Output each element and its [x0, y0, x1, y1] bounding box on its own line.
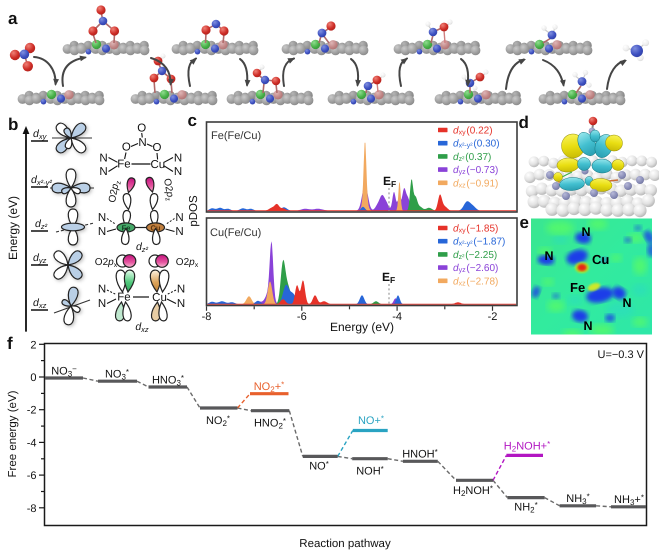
svg-text:dxy: dxy — [33, 128, 48, 141]
svg-text:N: N — [581, 225, 590, 239]
svg-text:dz²: dz² — [35, 218, 48, 231]
svg-text:a: a — [8, 9, 18, 28]
svg-text:NH3*: NH3* — [566, 492, 589, 506]
svg-text:Cu: Cu — [592, 252, 609, 267]
svg-text:Fe: Fe — [570, 280, 585, 295]
svg-text:Fe(Fe/Cu): Fe(Fe/Cu) — [211, 130, 261, 142]
svg-text:2: 2 — [30, 339, 36, 351]
svg-text:dxz (−0.91): dxz (−0.91) — [453, 178, 498, 189]
svg-text:NO2*: NO2* — [206, 414, 230, 428]
svg-text:dx²-y² (−1.87): dx²-y² (−1.87) — [453, 237, 505, 248]
svg-text:H2NOH*: H2NOH* — [453, 484, 493, 498]
svg-text:-6: -6 — [27, 470, 37, 482]
svg-text:dx²-y² (0.30): dx²-y² (0.30) — [453, 139, 500, 150]
svg-text:N: N — [174, 153, 182, 165]
svg-text:dyz: dyz — [33, 252, 47, 265]
svg-text:-8: -8 — [202, 311, 212, 323]
svg-text:dxy (0.22): dxy (0.22) — [453, 126, 493, 137]
svg-text:N: N — [138, 137, 146, 149]
svg-text:Reaction pathway: Reaction pathway — [299, 538, 391, 550]
svg-text:HNO2*: HNO2* — [254, 416, 286, 430]
svg-text:NOH*: NOH* — [356, 464, 384, 477]
svg-text:N: N — [98, 212, 106, 224]
svg-text:O: O — [153, 142, 162, 154]
svg-text:-4: -4 — [27, 437, 37, 449]
svg-text:Cu(Fe/Cu): Cu(Fe/Cu) — [210, 227, 261, 239]
svg-text:N: N — [622, 296, 631, 310]
svg-text:dyz (−0.73): dyz (−0.73) — [453, 165, 498, 176]
svg-text:O2px: O2px — [176, 257, 199, 269]
svg-text:dxz: dxz — [33, 297, 47, 310]
svg-text:dxz (−2.78): dxz (−2.78) — [453, 276, 498, 287]
svg-text:N: N — [98, 284, 106, 296]
svg-text:NH2*: NH2* — [514, 500, 537, 514]
svg-text:-4: -4 — [392, 311, 402, 323]
svg-text:-2: -2 — [488, 311, 498, 323]
svg-text:N: N — [99, 166, 107, 178]
svg-text:pDOS: pDOS — [188, 195, 200, 227]
svg-text:O: O — [137, 123, 146, 135]
svg-text:NO3−: NO3− — [51, 364, 77, 378]
svg-text:HNOH*: HNOH* — [402, 447, 438, 460]
svg-text:N: N — [544, 249, 553, 263]
svg-text:Cu: Cu — [152, 292, 167, 304]
svg-text:Energy (eV): Energy (eV) — [6, 196, 20, 260]
svg-text:f: f — [7, 334, 13, 353]
svg-text:Fe: Fe — [117, 292, 130, 304]
svg-text:dz² (0.37): dz² (0.37) — [453, 152, 491, 163]
svg-text:O2px: O2px — [95, 257, 118, 269]
svg-text:O2pz: O2pz — [160, 178, 176, 203]
svg-text:NH3+*: NH3+* — [614, 493, 644, 507]
svg-text:dxy (−1.85): dxy (−1.85) — [453, 224, 498, 235]
svg-text:dz² (−2.25): dz² (−2.25) — [453, 250, 497, 261]
svg-text:N: N — [98, 226, 106, 238]
svg-text:b: b — [8, 115, 18, 134]
svg-text:NO2+*: NO2+* — [254, 380, 285, 394]
svg-text:NO3*: NO3* — [105, 367, 129, 381]
svg-text:N: N — [174, 166, 182, 178]
svg-text:e: e — [520, 213, 529, 232]
svg-text:O: O — [122, 142, 131, 154]
svg-text:N: N — [98, 298, 106, 310]
svg-text:N: N — [583, 319, 592, 333]
svg-text:dyz (−2.60): dyz (−2.60) — [453, 263, 498, 274]
svg-text:HNO3*: HNO3* — [152, 373, 184, 387]
svg-text:NO+*: NO+* — [358, 414, 384, 427]
svg-text:N: N — [175, 212, 183, 224]
svg-text:O2pz: O2pz — [107, 179, 123, 204]
svg-text:c: c — [188, 111, 197, 130]
svg-text:-6: -6 — [297, 311, 307, 323]
svg-text:N: N — [175, 226, 183, 238]
svg-text:0: 0 — [30, 372, 36, 384]
svg-text:N: N — [177, 284, 185, 296]
svg-text:NO*: NO* — [309, 459, 329, 472]
svg-text:Fe: Fe — [117, 159, 130, 171]
svg-text:-2: -2 — [27, 405, 37, 417]
svg-text:N: N — [177, 298, 185, 310]
svg-text:-8: -8 — [27, 503, 37, 515]
svg-text:U=−0.3 V: U=−0.3 V — [598, 349, 645, 361]
svg-text:Free energy (eV): Free energy (eV) — [7, 390, 19, 477]
svg-text:dx²-y²: dx²-y² — [31, 174, 52, 187]
svg-text:H2NOH+*: H2NOH+* — [504, 439, 550, 453]
svg-text:Energy (eV): Energy (eV) — [330, 320, 394, 334]
svg-text:Cu: Cu — [150, 159, 165, 171]
svg-text:N: N — [99, 153, 107, 165]
svg-text:dz²: dz² — [136, 241, 149, 254]
svg-text:d: d — [519, 113, 529, 132]
svg-text:dxz: dxz — [135, 321, 149, 334]
